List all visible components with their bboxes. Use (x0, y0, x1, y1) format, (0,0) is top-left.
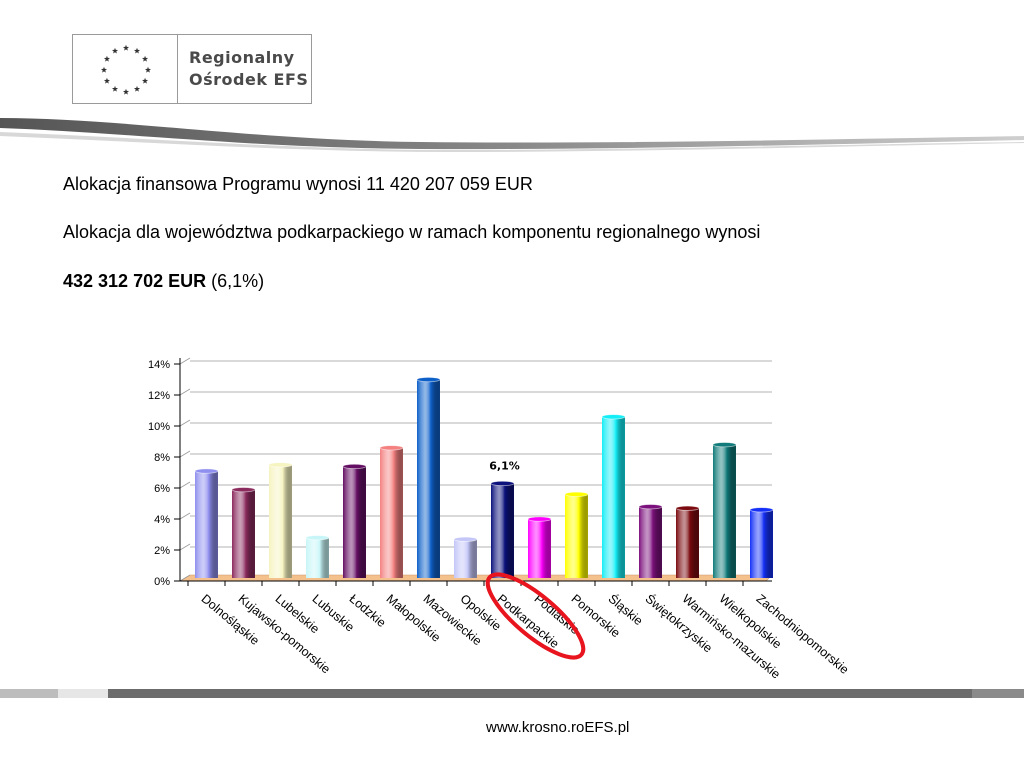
bar-shading (565, 494, 588, 578)
gridline-depth (179, 543, 191, 551)
eu-star-icon (103, 55, 110, 62)
bar-shading (639, 506, 662, 578)
bar-shading (195, 471, 218, 578)
gridline-depth (179, 574, 191, 582)
bar-top (379, 445, 404, 451)
bar-top (268, 462, 293, 468)
logo-line-2: Ośrodek EFS (189, 70, 309, 89)
bar-top (416, 376, 441, 383)
bar-top (527, 516, 552, 522)
bar-shading (676, 508, 699, 578)
eu-star-icon (133, 47, 141, 54)
bar-top (601, 414, 626, 420)
bar-top (749, 507, 774, 513)
bar-top (490, 480, 515, 487)
eu-star-icon (111, 47, 119, 54)
program-allocation-text: Alokacja finansowa Programu wynosi 11 42… (63, 174, 533, 194)
bar-top (194, 468, 219, 474)
gridline-depth (179, 450, 191, 458)
footer-bar-right (972, 689, 1024, 698)
y-tick-label: 10% (148, 421, 170, 433)
logo-divider (177, 35, 178, 103)
eu-star-icon (122, 88, 130, 95)
efs-logo: Regionalny Ośrodek EFS (72, 34, 312, 104)
eu-stars-icon (100, 44, 152, 95)
footer-bar-main (108, 689, 972, 698)
gridline-depth (179, 481, 191, 489)
allocation-percent: (6,1%) (206, 271, 265, 291)
bar-shading (713, 444, 736, 578)
y-tick-label: 0% (154, 576, 170, 588)
y-tick-label: 2% (154, 545, 170, 557)
bar-top (305, 535, 330, 541)
eu-star-icon (144, 66, 152, 73)
bar-shading (306, 537, 329, 578)
bar-top (453, 536, 478, 542)
bar-shading (602, 416, 625, 578)
region-allocation-text: Alokacja dla województwa podkarpackiego … (63, 222, 761, 242)
eu-star-icon (133, 85, 141, 92)
y-tick-label: 4% (154, 514, 170, 526)
logo-line-1: Regionalny (189, 48, 295, 67)
eu-star-icon (142, 77, 149, 84)
data-label: 6,1% (489, 459, 520, 472)
bar-shading (750, 509, 773, 578)
gridline-depth (179, 357, 191, 365)
y-tick-label: 12% (148, 390, 170, 402)
gridline-depth (179, 388, 191, 396)
eu-star-icon (103, 77, 110, 84)
bar-shading (528, 519, 551, 578)
bar-top (638, 504, 663, 510)
highlight-ellipse (485, 572, 586, 660)
y-tick-label: 14% (148, 359, 170, 371)
bar-top (675, 505, 700, 511)
logo-text: Regionalny Ośrodek EFS (189, 47, 308, 91)
eu-star-icon (111, 85, 119, 92)
allocation-amount-bold: 432 312 702 EUR (63, 271, 207, 291)
footer-url[interactable]: www.krosno.roEFS.pl (486, 719, 630, 736)
gridline-depth (179, 419, 191, 427)
bar-top (564, 491, 589, 497)
y-tick-label: 8% (154, 452, 170, 464)
footer-bar-left (0, 689, 58, 698)
eu-star-icon (142, 55, 149, 62)
bar-top (342, 463, 367, 469)
bar-shading (343, 466, 366, 578)
eu-star-icon (100, 66, 108, 73)
footer-bar-gap (58, 689, 108, 698)
gridline-depth (179, 512, 191, 520)
bar-shading (491, 483, 514, 578)
bar-shading (417, 379, 440, 578)
bar-shading (380, 447, 403, 578)
bar-shading (232, 489, 255, 578)
region-allocation-amount: 432 312 702 EUR (6,1%) (63, 271, 264, 292)
header-swoosh (0, 118, 1024, 152)
y-tick-label: 6% (154, 483, 170, 495)
bar-shading (454, 539, 477, 578)
bar-top (712, 442, 737, 448)
bar-top (231, 487, 256, 493)
bar-shading (269, 464, 292, 578)
eu-star-icon (122, 44, 130, 51)
